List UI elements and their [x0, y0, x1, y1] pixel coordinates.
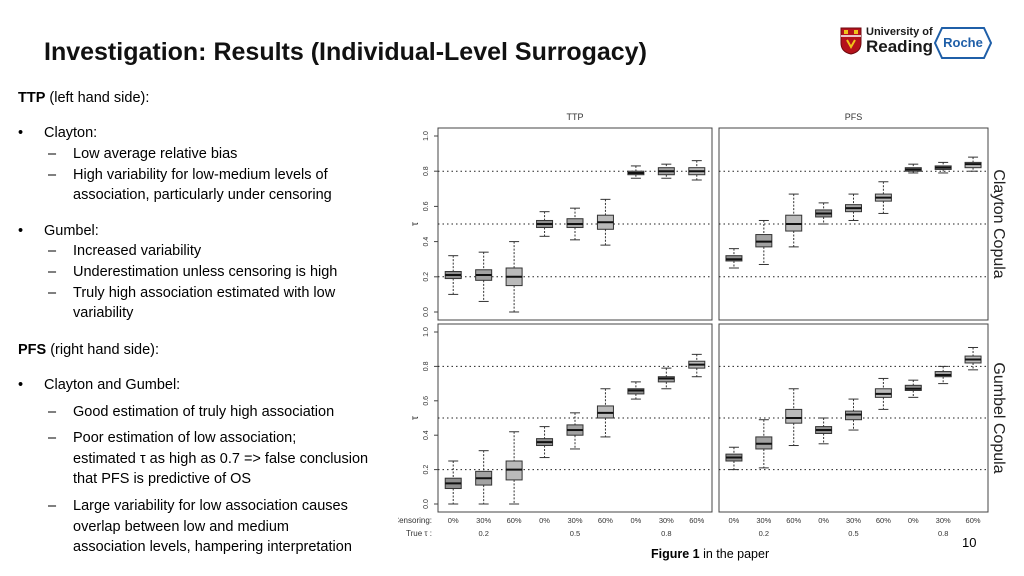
y-tick-label: 0.4 [423, 237, 430, 247]
both-point-3c: association levels, hampering interpreta… [73, 539, 352, 555]
y-tick-label: 0.0 [423, 499, 430, 509]
clayton-point-2b: association, particularly under censorin… [73, 187, 332, 203]
censoring-tick-label: 60% [598, 516, 613, 525]
panel-title: PFS [845, 112, 863, 122]
true-tau-tick-label: 0.5 [848, 529, 858, 538]
figure-caption: Figure 1 in the paper [651, 547, 770, 561]
y-axis-label: τ [410, 222, 421, 226]
y-tick-label: 0.2 [423, 465, 430, 475]
pfs-heading: PFS (right hand side): [18, 342, 160, 358]
censoring-axis-label: Censoring: [398, 516, 432, 525]
y-tick-label: 1.0 [423, 131, 430, 141]
y-tick-label: 0.6 [423, 396, 430, 406]
both-point-2b: estimated τ as high as 0.7 => false conc… [73, 451, 369, 467]
censoring-tick-label: 60% [507, 516, 522, 525]
y-tick-label: 0.4 [423, 430, 430, 440]
panel-frame [718, 127, 989, 321]
true-tau-tick-label: 0.8 [661, 529, 671, 538]
bullet-dot-icon: • [18, 125, 24, 141]
censoring-tick-label: 0% [818, 516, 829, 525]
y-tick-label: 0.8 [423, 361, 430, 371]
true-tau-tick-label: 0.8 [938, 529, 948, 538]
censoring-tick-label: 30% [659, 516, 674, 525]
true-tau-tick-label: 0.5 [570, 529, 580, 538]
y-tick-label: 0.0 [423, 307, 430, 317]
slide-title: Investigation: Results (Individual-Level… [44, 38, 647, 66]
gumbel-point-2: Underestimation unless censoring is high [73, 264, 338, 280]
dash-icon: – [48, 243, 57, 259]
censoring-tick-label: 30% [476, 516, 491, 525]
censoring-tick-label: 60% [876, 516, 891, 525]
gumbel-label: Gumbel: [44, 223, 99, 239]
roche-logo-text: Roche [943, 35, 983, 50]
dash-icon: – [48, 167, 57, 183]
boxplot-figure: TTP PFS Clayton Copula Gumbel Copula 0.0 0.2 0… [398, 112, 1007, 538]
y-tick-label: 1.0 [423, 327, 430, 337]
true-tau-tick-label: 0.2 [478, 529, 488, 538]
censoring-tick-label: 30% [936, 516, 951, 525]
censoring-tick-label: 60% [966, 516, 981, 525]
gumbel-point-3b: variability [73, 305, 134, 321]
row-label: Gumbel Copula [990, 362, 1007, 473]
roche-logo-icon [934, 27, 992, 59]
censoring-tick-label: 0% [448, 516, 459, 525]
bullet-dot-icon: • [18, 377, 24, 393]
censoring-tick-label: 0% [539, 516, 550, 525]
censoring-tick-label: 60% [786, 516, 801, 525]
y-tick-label: 0.6 [423, 201, 430, 211]
censoring-tick-label: 60% [689, 516, 704, 525]
y-tick-label: 0.8 [423, 166, 430, 176]
censoring-tick-label: 0% [729, 516, 740, 525]
university-name-line1: University of [866, 26, 933, 38]
y-axis-label: τ [410, 416, 421, 420]
box [785, 408, 803, 424]
censoring-tick-label: 30% [846, 516, 861, 525]
true-tau-tick-label: 0.2 [759, 529, 769, 538]
both-point-3a: Large variability for low association ca… [73, 498, 348, 514]
university-name-line2: Reading [866, 37, 934, 56]
ttp-heading: TTP (left hand side): [18, 90, 150, 106]
censoring-tick-label: 30% [756, 516, 771, 525]
censoring-tick-label: 0% [908, 516, 919, 525]
both-point-1: Good estimation of truly high associatio… [73, 404, 335, 420]
dash-icon: – [48, 264, 57, 280]
both-point-2a: Poor estimation of low association; [73, 430, 297, 446]
both-point-3b: overlap between low and medium [73, 519, 290, 535]
clayton-point-2a: High variability for low-medium levels o… [73, 167, 328, 183]
dash-icon: – [48, 285, 57, 301]
dash-icon: – [48, 430, 57, 446]
dash-icon: – [48, 404, 57, 420]
row-label: Clayton Copula [990, 169, 1007, 279]
panel-title: TTP [567, 112, 584, 122]
both-point-2c: that PFS is predictive of OS [73, 471, 252, 487]
gumbel-point-1: Increased variability [73, 243, 202, 259]
logo-group: University of Reading Roche [838, 26, 992, 62]
censoring-tick-label: 30% [567, 516, 582, 525]
censoring-tick-label: 0% [630, 516, 641, 525]
university-crest-icon [840, 27, 862, 55]
dash-icon: – [48, 498, 57, 514]
clayton-point-1: Low average relative bias [73, 146, 238, 162]
clayton-label: Clayton: [44, 125, 98, 141]
dash-icon: – [48, 146, 57, 162]
true-tau-axis-label: True τ : [406, 529, 432, 538]
page-number: 10 [962, 535, 977, 550]
bullet-dot-icon: • [18, 223, 24, 239]
gumbel-point-3a: Truly high association estimated with lo… [73, 285, 336, 301]
y-tick-label: 0.2 [423, 272, 430, 282]
both-label: Clayton and Gumbel: [44, 377, 181, 393]
